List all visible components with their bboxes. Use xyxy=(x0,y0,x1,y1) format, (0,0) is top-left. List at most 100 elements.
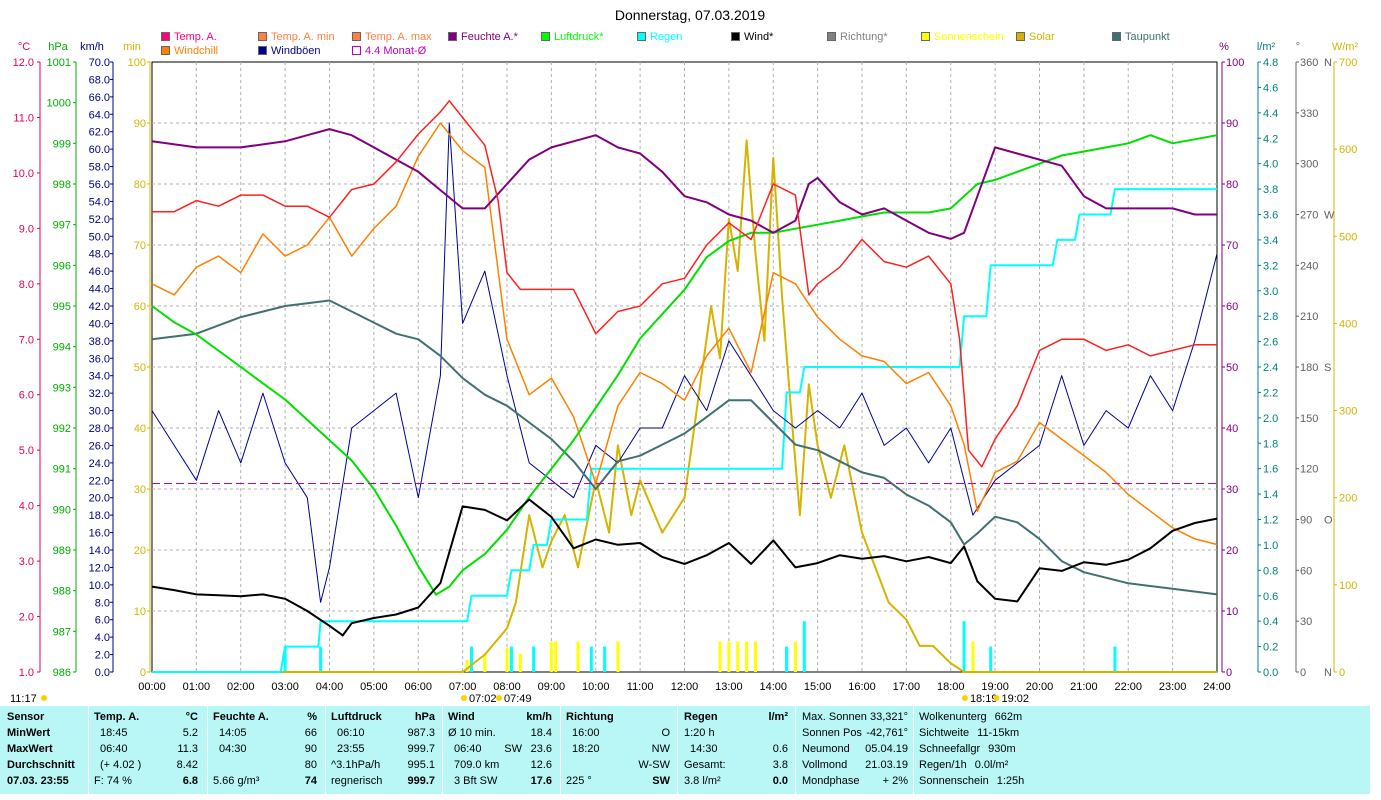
legend-swatch xyxy=(161,32,170,41)
rain-tick-label: 4.0 xyxy=(1263,159,1278,171)
x-tick-label: 09:00 xyxy=(538,681,566,693)
rain-tick-label: 1.0 xyxy=(1263,540,1278,552)
temp-tick-label: 1.0 xyxy=(19,667,34,679)
direction-header: Richtung xyxy=(566,711,614,723)
wind-tick-label: 0.0 xyxy=(95,667,110,679)
wind-max-time: 06:40 xyxy=(454,743,482,755)
humidity-column: Feuchte A.% 14:05 66 04:30 90 80 5.66 g/m³… xyxy=(213,709,321,789)
rain-tick-label: 2.6 xyxy=(1263,337,1278,349)
wind-tick-label: 14.0 xyxy=(89,545,110,557)
series-solar xyxy=(152,139,1217,673)
legend-swatch xyxy=(258,46,267,55)
wind-tick-label: 2.0 xyxy=(95,650,110,662)
humidity-tick-label: 30 xyxy=(1226,484,1238,496)
pressure-forecast: regnerisch xyxy=(331,775,383,787)
temp-tick-label: 4.0 xyxy=(19,501,34,513)
unit-rain: l/m² xyxy=(1257,41,1276,53)
temp-max-time: 06:40 xyxy=(100,743,128,755)
unit-sun-min: min xyxy=(123,41,141,53)
x-tick-label: 23:00 xyxy=(1159,681,1187,693)
pressure-trend: ^3.1hPa/h xyxy=(331,759,381,771)
rain-1h-label: Regen/1h xyxy=(919,759,967,771)
legend-swatch xyxy=(637,32,646,41)
sun-pos-label: Sonnen Pos xyxy=(802,727,862,739)
direction-tick-label: 150 xyxy=(1300,413,1318,425)
wind-tick-label: 42.0 xyxy=(89,301,110,313)
pressure-tick-label: 999 xyxy=(53,138,71,150)
pressure-tick-label: 992 xyxy=(53,423,71,435)
legend-label: Windchill xyxy=(174,45,219,57)
legend-item: Temp. A. min xyxy=(258,31,335,43)
solar-tick-label: 400 xyxy=(1339,318,1357,330)
unit-temp: °C xyxy=(18,41,30,53)
legend-label: Feuchte A.* xyxy=(461,31,518,43)
misc-column: Wolkenunterg 662m Sichtweite 11-15km Schne… xyxy=(919,709,1039,789)
series-taupunkt xyxy=(151,299,1218,596)
humidity-tick-label: 90 xyxy=(1226,118,1238,130)
rain-tick-label: 3.8 xyxy=(1263,184,1278,196)
daylight-start-label: 11:17 xyxy=(10,693,37,705)
sun-max-value: 33,321° xyxy=(869,711,908,723)
pressure-tick-label: 1001 xyxy=(47,57,71,69)
rain-duration: 1:20 h xyxy=(684,727,715,739)
sun_min-tick-label: 20 xyxy=(134,545,146,557)
humidity-current-value: 74 xyxy=(304,775,317,787)
legend-swatch xyxy=(161,46,170,55)
x-tick-label: 18:00 xyxy=(937,681,965,693)
wind-tick-label: 70.0 xyxy=(89,57,110,69)
legend-swatch xyxy=(921,32,930,41)
humidity-tick-label: 70 xyxy=(1226,240,1238,252)
wind-tick-label: 40.0 xyxy=(89,318,110,330)
legend-item: Regen xyxy=(637,31,682,43)
legend-swatch xyxy=(1016,32,1025,41)
x-tick-label: 03:00 xyxy=(271,681,299,693)
direction-tick-label: 90 xyxy=(1300,515,1312,527)
wind-tick-label: 48.0 xyxy=(89,249,110,261)
sensor-row-current: 07.03. 23:55 xyxy=(7,775,69,787)
rain-header: Regen xyxy=(684,711,718,723)
first-light-marker xyxy=(460,695,467,701)
x-tick-label: 11:00 xyxy=(627,681,654,693)
temp-current-note: F: 74 % xyxy=(94,775,132,787)
sunset-label: 18:19 xyxy=(970,693,998,705)
humidity-max-value: 90 xyxy=(304,743,317,755)
rain-unit: l/m² xyxy=(768,711,788,723)
x-tick-label: 06:00 xyxy=(404,681,432,693)
x-tick-label: 10:00 xyxy=(582,681,610,693)
legend-item: Luftdruck* xyxy=(541,31,604,43)
wind-tick-label: 12.0 xyxy=(89,562,110,574)
sunrise-marker xyxy=(496,695,503,701)
wind-avg10-label: Ø 10 min. xyxy=(448,727,496,739)
rain-tick-label: 1.2 xyxy=(1263,515,1278,527)
rain-tick-label: 3.2 xyxy=(1263,260,1278,272)
legend-item: Feuchte A.* xyxy=(448,31,518,43)
pressure-max-time: 23:55 xyxy=(337,743,365,755)
rain-tick-label: 1.4 xyxy=(1263,489,1278,501)
axes: 00:00 01:00 02:00 03:00 04:00 05:00 06:00 07:00… xyxy=(13,57,1358,693)
series-windb-en xyxy=(151,122,1218,603)
rain-tick-label: 2.4 xyxy=(1263,362,1278,374)
wind-tick-label: 68.0 xyxy=(89,74,110,86)
solar-tick-label: 200 xyxy=(1339,493,1357,505)
new-moon-value: 05.04.19 xyxy=(865,743,908,755)
chart-title: Donnerstag, 07.03.2019 xyxy=(615,7,765,23)
direction-tick-label: 240 xyxy=(1300,260,1318,272)
rain-total-value: 3.8 xyxy=(772,759,788,771)
sun-times: 07:02 07:49 18:19 19:02 11:17 xyxy=(10,693,1029,705)
x-tick-label: 01:00 xyxy=(183,681,211,693)
legend-item: Windchill xyxy=(161,45,218,57)
sensor-header: Sensor xyxy=(7,711,45,723)
temp-tick-label: 10.0 xyxy=(13,168,34,180)
solar-tick-label: 300 xyxy=(1339,406,1357,418)
pressure-tick-label: 990 xyxy=(53,504,71,516)
solar-tick-label: 100 xyxy=(1339,580,1357,592)
x-tick-label: 07:00 xyxy=(449,681,477,693)
sun_min-tick-label: 100 xyxy=(128,57,146,69)
wind-max-dir: SW xyxy=(504,743,522,755)
wind-tick-label: 64.0 xyxy=(89,109,110,121)
rain-tick-label: 2.8 xyxy=(1263,311,1278,323)
first-light-label: 07:02 xyxy=(469,693,497,705)
pressure-column: Luftdruck hPa 06:10 987.3 23:55 999.7 ^3.1h… xyxy=(331,709,437,789)
x-tick-label: 13:00 xyxy=(715,681,743,693)
temp-column: Temp. A. °C 18:45 5.2 06:40 11.3 (+ 4.02 ) 8… xyxy=(94,709,202,789)
